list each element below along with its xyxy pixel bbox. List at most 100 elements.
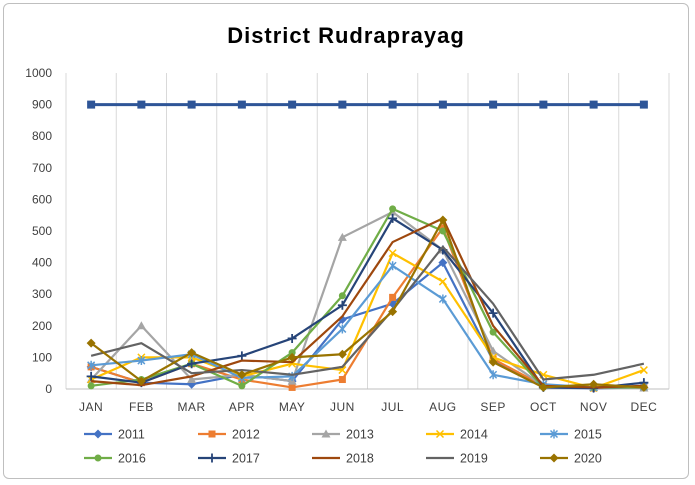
legend-marker (321, 429, 331, 438)
legend-label: 2020 (574, 452, 602, 466)
data-point (388, 307, 398, 317)
data-point (288, 349, 296, 357)
legend-item-2019: 2019 (426, 452, 488, 466)
data-point (539, 100, 548, 109)
chart-title: District Rudraprayag (227, 23, 465, 48)
data-point (237, 100, 246, 109)
x-tick-label: JUL (381, 400, 404, 414)
data-point (287, 333, 297, 343)
data-point (288, 100, 297, 109)
x-tick-label: DEC (630, 400, 657, 414)
legend-label: 2012 (232, 428, 260, 442)
data-point (87, 360, 96, 370)
data-point (388, 213, 398, 223)
x-tick-label: AUG (429, 400, 457, 414)
data-point (136, 376, 146, 386)
data-point (237, 351, 247, 361)
data-point (389, 205, 397, 213)
data-point (238, 382, 246, 390)
data-point (639, 100, 648, 109)
legend-item-2013: 2013 (312, 428, 374, 442)
data-point (86, 338, 96, 348)
legend-item-2017: 2017 (198, 452, 260, 466)
legend-marker (549, 429, 559, 439)
data-point (337, 300, 347, 310)
legend-item-2015: 2015 (540, 428, 602, 442)
data-point (137, 356, 146, 366)
y-tick-label: 1000 (25, 66, 52, 80)
x-tick-label: MAR (178, 400, 206, 414)
data-point (438, 100, 447, 109)
data-point (337, 349, 347, 359)
y-tick-label: 900 (32, 98, 52, 112)
data-point (439, 227, 447, 235)
data-point (388, 249, 397, 258)
y-tick-label: 500 (32, 224, 52, 238)
data-point (389, 293, 397, 301)
y-tick-label: 400 (32, 256, 52, 270)
plot-area (86, 100, 649, 393)
legend-marker (208, 430, 216, 438)
x-tick-label: APR (229, 400, 255, 414)
y-tick-label: 800 (32, 129, 52, 143)
legend-item-2020: 2020 (540, 452, 602, 466)
data-point (288, 383, 296, 391)
series-2019 (90, 245, 645, 381)
series-900-mm-line (87, 100, 648, 109)
legend-label: 2014 (460, 428, 488, 442)
series-line (91, 264, 644, 389)
legend-item-2014: 2014 (426, 428, 488, 442)
y-tick-label: 300 (32, 287, 52, 301)
y-tick-label: 700 (32, 161, 52, 175)
x-tick-label: OCT (530, 400, 557, 414)
data-point (438, 258, 448, 268)
legend-label: 2016 (118, 452, 146, 466)
data-point (489, 100, 498, 109)
data-point (639, 366, 648, 375)
legend-marker (435, 429, 445, 439)
data-point (136, 321, 146, 330)
legend-marker (207, 453, 217, 463)
y-tick-label: 0 (45, 382, 52, 396)
data-point (287, 352, 297, 362)
data-point (338, 100, 347, 109)
data-point (87, 100, 96, 109)
x-axis: JAN FEB MAR APR MAY JUN JUL AUG SEP OCT NOV DEC (79, 400, 657, 414)
chart-frame (3, 3, 689, 479)
legend-item-2012: 2012 (198, 428, 260, 442)
legend-item-2016: 2016 (84, 452, 146, 466)
data-point (488, 308, 498, 318)
data-point (388, 100, 397, 109)
y-tick-label: 600 (32, 192, 52, 206)
data-point (187, 100, 196, 109)
data-point (338, 376, 346, 384)
data-point (187, 348, 197, 358)
legend-label: 2018 (346, 452, 374, 466)
data-point (87, 382, 95, 390)
data-point (488, 357, 498, 367)
series-2020 (86, 215, 649, 392)
data-point (338, 324, 347, 334)
legend-label: 2013 (346, 428, 374, 442)
x-tick-label: JAN (79, 400, 103, 414)
legend: 2011 2012 2013 2014 2015 2016 2017 2018 2019 2020 (84, 428, 602, 466)
data-point (589, 100, 598, 109)
data-point (187, 375, 197, 384)
data-point (639, 382, 649, 392)
data-point (337, 232, 347, 241)
series-line (90, 245, 645, 381)
data-point (489, 370, 498, 380)
data-point (489, 328, 497, 336)
x-tick-label: JUN (330, 400, 355, 414)
x-tick-label: MAY (279, 400, 306, 414)
data-point (438, 215, 448, 225)
data-point (237, 370, 247, 380)
legend-label: 2017 (232, 452, 260, 466)
legend-marker (93, 429, 103, 439)
y-axis: 0 100 200 300 400 500 600 700 800 900 1000 (25, 66, 52, 396)
data-point (388, 261, 397, 271)
data-point (137, 100, 146, 109)
y-tick-label: 100 (32, 350, 52, 364)
legend-label: 2019 (460, 452, 488, 466)
